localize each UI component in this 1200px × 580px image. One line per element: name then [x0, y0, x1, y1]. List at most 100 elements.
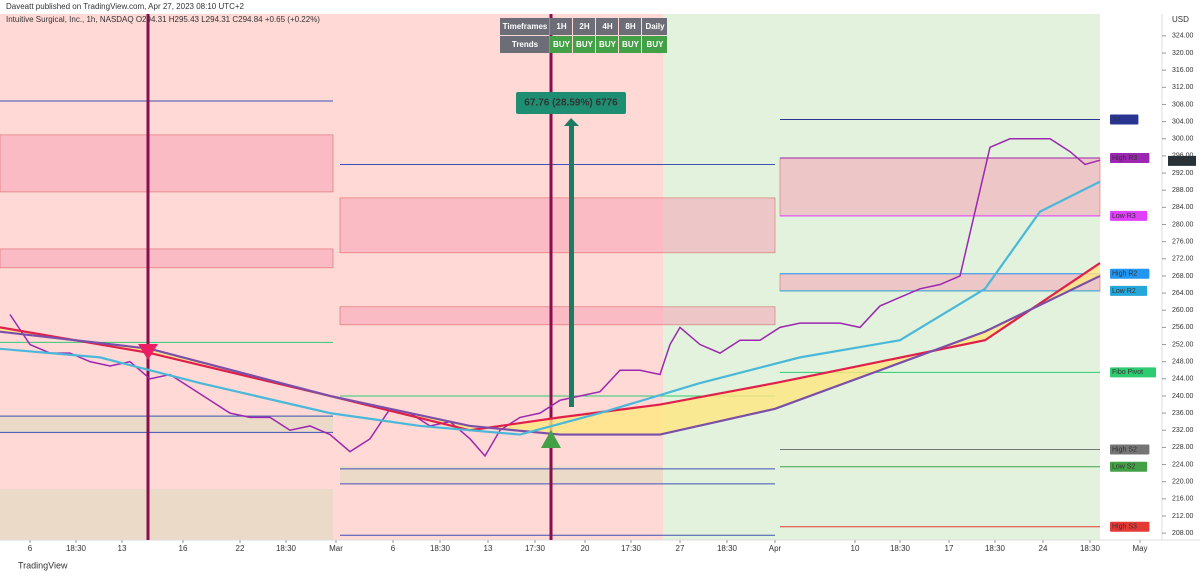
y-tick-label: 320.00 — [1172, 50, 1194, 57]
y-tick-label: 324.00 — [1172, 33, 1194, 40]
sell-signal — [138, 344, 158, 360]
y-tick-label: 288.00 — [1172, 187, 1194, 194]
y-tick-label: 208.00 — [1172, 530, 1194, 537]
level-zone — [779, 157, 1101, 217]
y-tick-label: 268.00 — [1172, 273, 1194, 280]
x-tick-label: May — [1132, 544, 1147, 553]
x-tick-label: 17:30 — [525, 544, 546, 553]
y-tick-label: 216.00 — [1172, 496, 1194, 503]
table-text: BUY — [647, 40, 665, 49]
x-tick-label: 18:30 — [985, 544, 1006, 553]
x-tick-label: 18:30 — [717, 544, 738, 553]
level-label-bg — [1110, 367, 1156, 378]
y-tick-label: 224.00 — [1172, 461, 1194, 468]
y-tick-label: 280.00 — [1172, 221, 1194, 228]
x-tick-label: 16 — [179, 544, 188, 553]
support-box — [340, 466, 663, 483]
table-text: BUY — [599, 40, 617, 49]
y-tick-label: 284.00 — [1172, 204, 1194, 211]
level-label-bg — [1110, 153, 1150, 164]
level-label: Low S2 — [1112, 464, 1135, 471]
level-label-bg — [1110, 521, 1150, 532]
moving-average — [0, 180, 1101, 436]
measure-bar — [569, 122, 574, 407]
table-text: 4H — [602, 22, 612, 31]
table-cell — [550, 36, 572, 53]
support-box — [0, 489, 333, 540]
x-tick-label: 13 — [484, 544, 493, 553]
support-box — [0, 415, 333, 432]
y-tick-label: 248.00 — [1172, 359, 1194, 366]
y-tick-label: 308.00 — [1172, 101, 1194, 108]
table-text: BUY — [553, 40, 571, 49]
level-label: High R2 — [1112, 271, 1137, 278]
level-label-bg — [1110, 268, 1150, 279]
table-text: BUY — [622, 40, 640, 49]
table-cell — [573, 18, 595, 35]
y-tick-label: 228.00 — [1172, 444, 1194, 451]
y-tick-label: 260.00 — [1172, 307, 1194, 314]
x-tick-label: 18:30 — [276, 544, 297, 553]
y-tick-label: 236.00 — [1172, 410, 1194, 417]
moving-average — [0, 274, 1101, 436]
price-line — [9, 137, 1101, 458]
level-label: High S2 — [1112, 446, 1137, 453]
level-label: High R3 — [1112, 155, 1137, 162]
y-tick-label: 212.00 — [1172, 513, 1194, 520]
table-cell — [619, 36, 641, 53]
y-tick-label: 244.00 — [1172, 376, 1194, 383]
y-tick-label: 312.00 — [1172, 84, 1194, 91]
level-zone — [779, 273, 1101, 292]
table-text: 1H — [556, 22, 566, 31]
last-price-bg — [1168, 155, 1196, 166]
table-cell — [596, 36, 618, 53]
level-label-bg — [1110, 210, 1148, 221]
y-tick-label: 276.00 — [1172, 238, 1194, 245]
x-tick-label: Mar — [329, 544, 343, 553]
x-tick-label: 27 — [676, 544, 685, 553]
x-tick-label: 18:30 — [1080, 544, 1101, 553]
x-tick-label: 6 — [391, 544, 396, 553]
level-label-bg — [1110, 444, 1150, 455]
last-price-label: 294.84 — [1170, 158, 1192, 165]
level-label: High S3 — [1112, 524, 1137, 531]
plot: S4 High R3 Low R3 High R2 Low R2 Fibo Pivot Hi… — [0, 14, 1156, 540]
x-tick-label: 17 — [945, 544, 954, 553]
table-cell — [596, 18, 618, 35]
table-text: BUY — [576, 40, 594, 49]
y-tick-label: 232.00 — [1172, 427, 1194, 434]
level-label-bg — [1110, 114, 1139, 125]
level-label: Fibo Pivot — [1112, 369, 1143, 376]
measure-box — [516, 92, 626, 114]
table-cell — [642, 18, 667, 35]
table-text: Timeframes — [503, 22, 548, 31]
publisher: Daveatt published on TradingView.com, Ap… — [6, 2, 245, 11]
level-label: S4 — [1112, 116, 1121, 123]
x-tick-label: 10 — [851, 544, 860, 553]
trend-table: Timeframes Trends 1H BUY 2H BUY 4H BUY 8H BUY Dail… — [500, 18, 667, 53]
table-text: 8H — [625, 22, 635, 31]
x-tick-label: Apr — [769, 544, 782, 553]
table-cell — [500, 18, 549, 35]
y-tick-label: 300.00 — [1172, 136, 1194, 143]
y-tick-label: 292.00 — [1172, 170, 1194, 177]
level-label-bg — [1110, 285, 1148, 296]
level-zone — [339, 306, 776, 326]
level-zone — [0, 248, 334, 269]
x-tick-label: 18:30 — [66, 544, 87, 553]
x-tick-label: 6 — [28, 544, 33, 553]
table-cell — [573, 36, 595, 53]
y-tick-label: 264.00 — [1172, 290, 1194, 297]
x-tick-label: 13 — [118, 544, 127, 553]
table-cell — [619, 18, 641, 35]
level-zone — [339, 197, 776, 254]
measure-arrow — [564, 118, 579, 126]
table-cell — [550, 18, 572, 35]
y-tick-label: 256.00 — [1172, 324, 1194, 331]
x-tick-label: 17:30 — [621, 544, 642, 553]
table-cell — [500, 36, 549, 53]
level-zone — [0, 134, 334, 193]
table-cell — [642, 36, 667, 53]
x-tick-label: 20 — [581, 544, 590, 553]
level-label: Low R3 — [1112, 213, 1136, 220]
